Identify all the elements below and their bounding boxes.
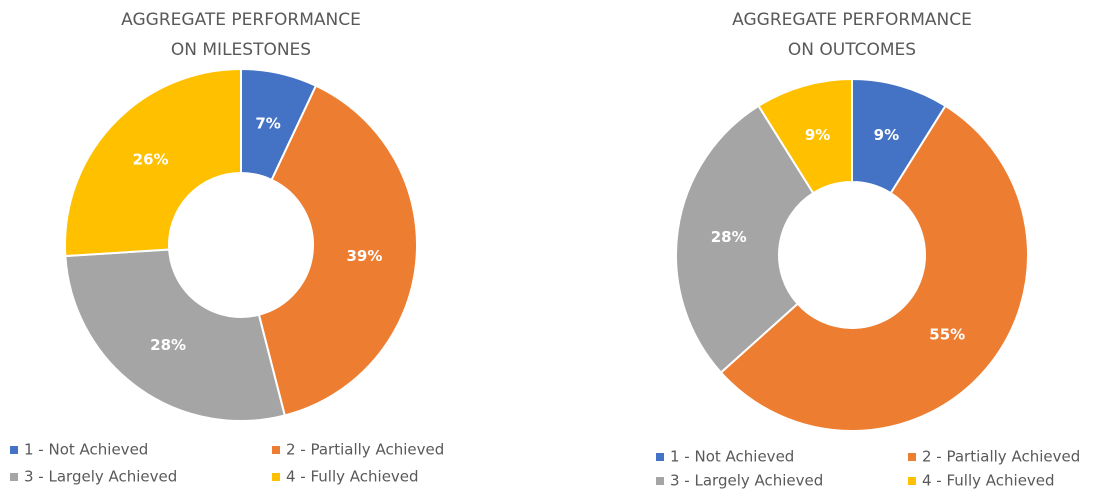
legend-swatch (272, 446, 280, 454)
data-label: 55% (929, 326, 965, 344)
legend-label: 1 - Not Achieved (670, 448, 794, 466)
legend-label: 4 - Fully Achieved (922, 472, 1055, 490)
data-label: 28% (711, 228, 747, 246)
data-label: 9% (805, 126, 830, 144)
data-label: 7% (255, 114, 280, 132)
legend-swatch (908, 453, 916, 461)
donut-slice (257, 84, 418, 417)
legend-label: 2 - Partially Achieved (286, 441, 444, 459)
chart-title: AGGREGATE PERFORMANCE (121, 10, 361, 30)
donut-slice (64, 67, 242, 258)
legend-swatch (10, 446, 18, 454)
donut-slice (64, 248, 286, 422)
legend-label: 4 - Fully Achieved (286, 468, 419, 486)
donut-slice (719, 104, 1029, 432)
legend-label: 3 - Largely Achieved (670, 472, 823, 490)
donut-slice (757, 77, 853, 195)
data-label: 9% (874, 126, 899, 144)
legend-label: 3 - Largely Achieved (24, 468, 177, 486)
chart-title: ON OUTCOMES (788, 40, 916, 60)
legend-swatch (272, 473, 280, 481)
legend-swatch (656, 453, 664, 461)
chart-title: ON MILESTONES (171, 40, 311, 60)
legend-label: 1 - Not Achieved (24, 441, 148, 459)
legend-label: 2 - Partially Achieved (922, 448, 1080, 466)
data-label: 39% (346, 247, 382, 265)
data-label: 26% (133, 151, 169, 169)
donut-slice (675, 104, 815, 374)
legend-swatch (908, 477, 916, 485)
data-label: 28% (150, 336, 186, 354)
legend-swatch (10, 473, 18, 481)
chart-title: AGGREGATE PERFORMANCE (732, 10, 972, 30)
legend-swatch (656, 477, 664, 485)
